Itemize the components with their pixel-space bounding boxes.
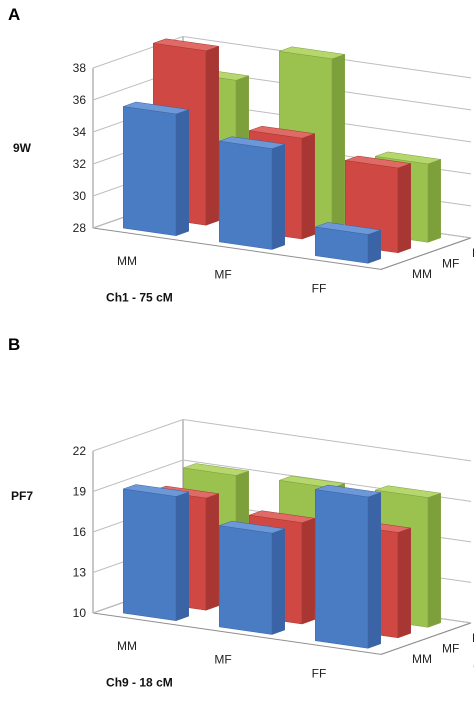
y-tick-label: 36 (73, 93, 87, 107)
bar-side-face (175, 109, 189, 237)
bar-top-face (249, 125, 315, 139)
x-tick-label: FF (312, 667, 327, 681)
depth-tick-label: MM (412, 652, 432, 666)
bar-mf-mm (219, 520, 285, 635)
bar-side-face (205, 493, 219, 611)
depth-tick-label: MM (412, 267, 432, 281)
y-tick-label: 13 (73, 566, 87, 580)
bar-top-face (345, 155, 411, 169)
bar-ff-mm (315, 484, 381, 649)
bar-top-face (219, 520, 285, 534)
y-tick-label: 19 (73, 485, 87, 499)
y-tick-label: 32 (73, 157, 87, 171)
gridline (92, 35, 472, 79)
bar-side-face (271, 528, 285, 635)
bar-side-face (367, 492, 381, 649)
bar-side-face (205, 45, 219, 226)
bar-top-face (375, 151, 441, 165)
bar-ff-mm (315, 222, 381, 264)
depth-tick-label: FF (472, 246, 474, 260)
y-tick-label: 22 (73, 444, 87, 458)
x-tick-label: FF (312, 282, 327, 296)
bar-top-face (279, 475, 345, 489)
y-tick-label: 28 (73, 221, 87, 235)
bar-side-face (397, 163, 411, 254)
bar-mm-mm (123, 484, 189, 622)
y-tick-label: 38 (73, 61, 87, 75)
y-tick-label: 34 (73, 125, 87, 139)
bar-top-face (315, 222, 381, 235)
bar-front-face (315, 489, 369, 649)
bar-mf-mm (219, 136, 285, 250)
panel-letter: A (8, 5, 20, 24)
bar-top-face (153, 38, 219, 52)
y-tick-label: 10 (73, 606, 87, 620)
bar-mm-mm (123, 101, 189, 237)
y-axis-title: PF7 (11, 489, 33, 503)
bar-side-face (301, 517, 315, 625)
bar-front-face (123, 106, 177, 236)
bar-side-face (367, 229, 381, 264)
y-tick-label: 30 (73, 189, 87, 203)
bar-side-face (397, 527, 411, 639)
depth-tick-label: FF (472, 631, 474, 645)
bar-side-face (301, 133, 315, 240)
bar-top-face (375, 485, 441, 498)
x-axis-title: Ch1 - 75 cM (106, 291, 173, 305)
bar-side-face (271, 143, 285, 250)
depth-axis-line (380, 622, 472, 655)
x-tick-label: MM (117, 639, 137, 653)
y-tick-label: 16 (73, 525, 87, 539)
x-axis-title: Ch9 - 18 cM (106, 676, 173, 690)
bar-side-face (175, 491, 189, 622)
panel-letter: B (8, 335, 20, 354)
depth-tick-label: MF (442, 257, 459, 271)
chart-panel-b: 1013161922MMMFFFMMMFFFBPF7Ch9 - 18 cMCh1… (8, 335, 474, 690)
bar-top-face (123, 484, 189, 497)
y-axis-title: 9W (13, 141, 32, 155)
bar-side-face (427, 492, 441, 628)
bar-top-face (183, 463, 249, 476)
depth-tick-label: MF (442, 642, 459, 656)
bar-top-face (279, 46, 345, 60)
bar-top-face (123, 101, 189, 115)
x-tick-label: MF (214, 653, 231, 667)
x-tick-label: MM (117, 254, 137, 268)
x-tick-label: MF (214, 268, 231, 282)
bar-side-face (331, 54, 345, 229)
bar-front-face (123, 488, 177, 621)
bar-top-face (315, 484, 381, 498)
bar-top-face (249, 510, 315, 523)
bar-top-face (219, 136, 285, 149)
bar-front-face (219, 525, 273, 635)
chart-panel-a: 283032343638MMMFFFMMMFFFA9WCh1 - 75 cMCh… (8, 5, 474, 305)
gridline (92, 459, 472, 502)
gridline (92, 418, 472, 462)
bar-side-face (427, 159, 441, 243)
depth-axis-line (380, 237, 472, 270)
bar-front-face (219, 140, 273, 250)
